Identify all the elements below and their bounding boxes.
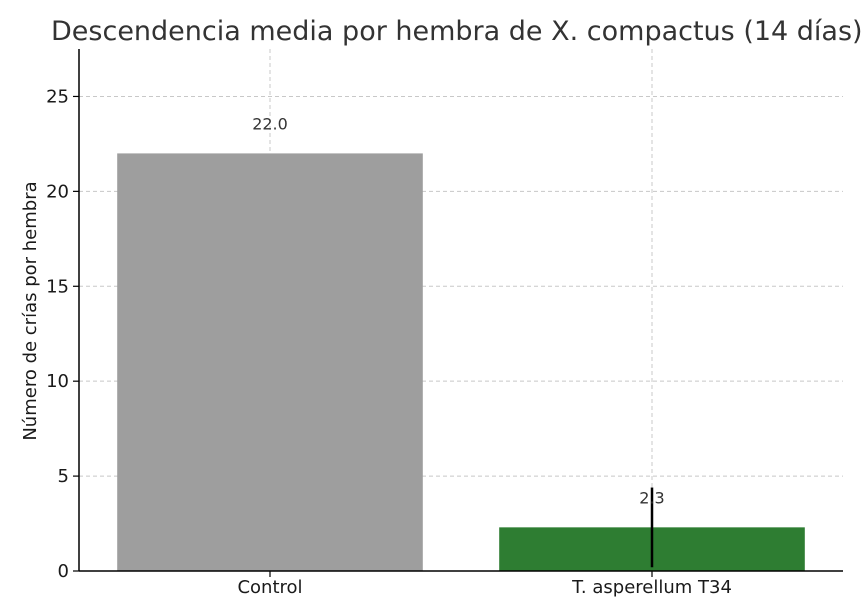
- x-tick-label: T. asperellum T34: [571, 577, 732, 598]
- bar-value-label: 22.0: [252, 114, 288, 133]
- y-tick-label: 20: [46, 181, 69, 202]
- data-labels: 22.0 2.3: [252, 114, 665, 507]
- bar-value-label: 2.3: [639, 488, 664, 507]
- y-tick-label: 25: [46, 86, 69, 107]
- y-ticks: 0 5 10 15 20 25: [46, 86, 79, 582]
- y-tick-label: 15: [46, 276, 69, 297]
- axes: [78, 49, 843, 572]
- y-axis-label: Número de crías por hembra: [20, 181, 41, 440]
- x-ticks: Control T. asperellum T34: [237, 571, 732, 598]
- x-tick-label: Control: [237, 577, 302, 598]
- y-tick-label: 5: [58, 466, 69, 487]
- bar: [117, 153, 423, 571]
- chart-title: Descendencia media por hembra de X. comp…: [51, 16, 861, 47]
- bars: [117, 153, 805, 571]
- y-tick-label: 0: [58, 561, 69, 582]
- y-tick-label: 10: [46, 371, 69, 392]
